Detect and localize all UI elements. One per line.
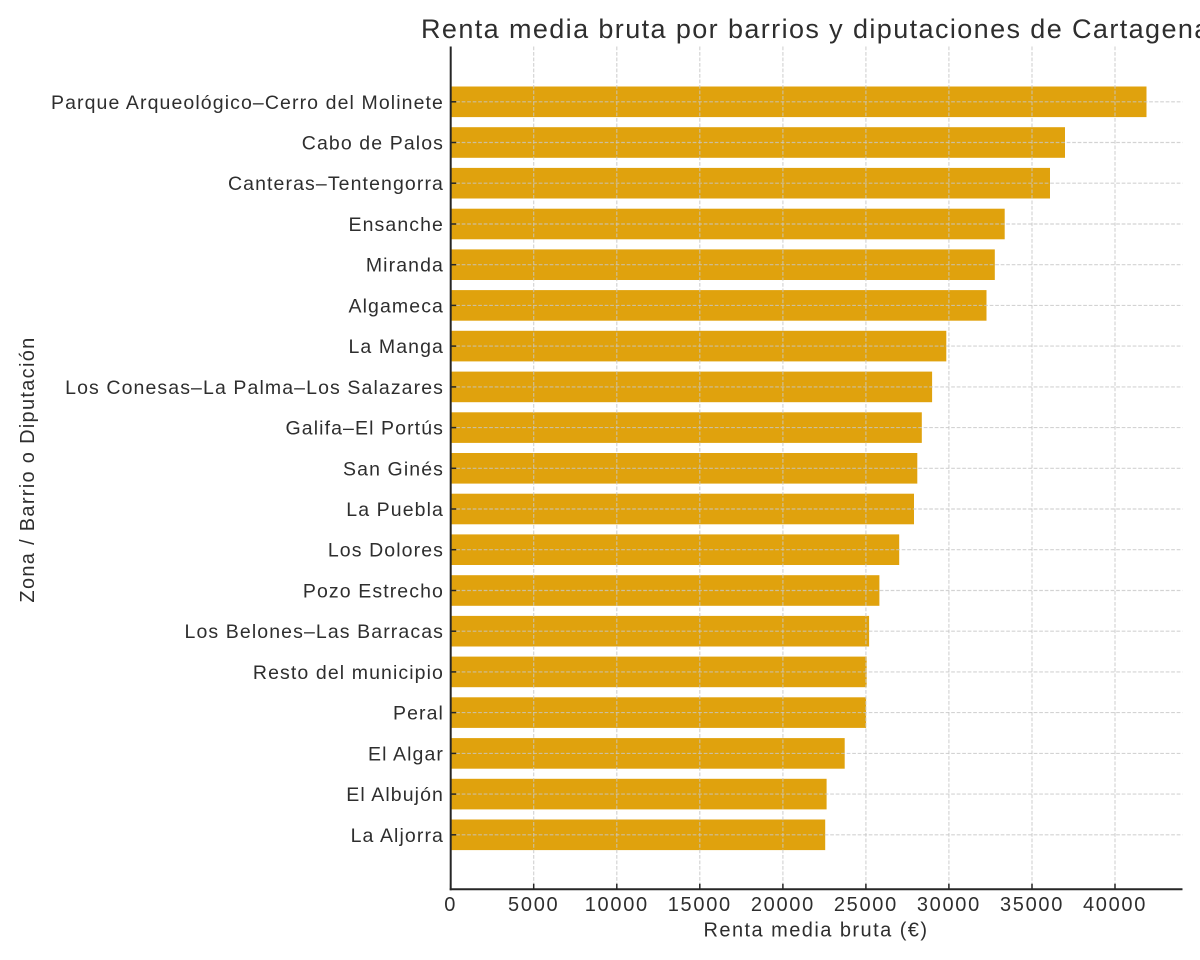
svg-text:Los Dolores: Los Dolores	[328, 540, 444, 562]
svg-text:10000: 10000	[585, 894, 649, 916]
svg-text:Cabo de Palos: Cabo de Palos	[302, 133, 444, 155]
svg-text:Renta media bruta (€): Renta media bruta (€)	[704, 920, 929, 942]
svg-text:La Manga: La Manga	[348, 336, 444, 358]
svg-text:Resto del municipio: Resto del municipio	[253, 662, 444, 684]
svg-text:Pozo Estrecho: Pozo Estrecho	[303, 581, 444, 603]
svg-text:25000: 25000	[834, 894, 898, 916]
svg-text:La Aljorra: La Aljorra	[351, 825, 444, 847]
svg-text:San Ginés: San Ginés	[343, 458, 444, 480]
svg-text:Los Conesas–La Palma–Los Salaz: Los Conesas–La Palma–Los Salazares	[65, 377, 444, 399]
svg-text:0: 0	[444, 894, 457, 916]
svg-text:Renta media bruta por barrios: Renta media bruta por barrios y diputaci…	[421, 14, 1200, 44]
svg-text:Peral: Peral	[393, 703, 444, 725]
svg-text:Canteras–Tentengorra: Canteras–Tentengorra	[228, 173, 444, 195]
svg-text:Zona / Barrio o Diputación: Zona / Barrio o Diputación	[17, 336, 39, 602]
svg-text:35000: 35000	[1000, 894, 1064, 916]
svg-text:Ensanche: Ensanche	[348, 214, 444, 236]
svg-text:5000: 5000	[508, 894, 559, 916]
svg-text:El Algar: El Algar	[368, 743, 444, 765]
svg-text:La Puebla: La Puebla	[346, 499, 444, 521]
svg-text:40000: 40000	[1083, 894, 1147, 916]
svg-text:Galifa–El Portús: Galifa–El Portús	[286, 418, 445, 440]
svg-text:El Albujón: El Albujón	[346, 784, 444, 806]
svg-text:Algameca: Algameca	[348, 295, 444, 317]
svg-text:15000: 15000	[668, 894, 732, 916]
svg-text:Parque Arqueológico–Cerro del: Parque Arqueológico–Cerro del Molinete	[51, 92, 444, 114]
svg-text:30000: 30000	[917, 894, 981, 916]
svg-text:Los Belones–Las Barracas: Los Belones–Las Barracas	[185, 621, 444, 643]
svg-text:20000: 20000	[751, 894, 815, 916]
svg-text:Miranda: Miranda	[366, 255, 444, 277]
